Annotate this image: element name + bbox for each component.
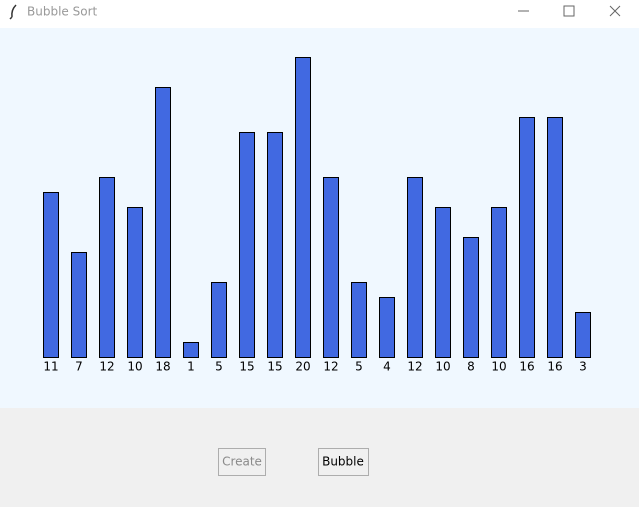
bar <box>295 57 311 358</box>
value-label: 10 <box>435 360 450 374</box>
value-label: 12 <box>407 360 422 374</box>
bubble-button[interactable]: Bubble <box>318 448 369 476</box>
button-label: Bubble <box>322 455 364 469</box>
value-label: 1 <box>187 360 195 374</box>
bar <box>239 132 255 358</box>
bar <box>463 237 479 358</box>
bar <box>43 192 59 358</box>
bar <box>435 207 451 358</box>
bar <box>211 282 227 358</box>
title-bar <box>0 0 639 28</box>
bar <box>351 282 367 358</box>
close-button[interactable] <box>609 5 621 17</box>
value-label: 4 <box>383 360 391 374</box>
value-label: 7 <box>75 360 83 374</box>
button-label: Create <box>222 455 262 469</box>
app-icon <box>9 4 17 20</box>
bar <box>267 132 283 358</box>
value-label: 20 <box>295 360 310 374</box>
bar <box>379 297 395 358</box>
value-label: 16 <box>519 360 534 374</box>
chart: 11 7 12 10 18 1 5 15 15 20 12 5 4 12 10 8 10 16 16 3 <box>43 57 591 374</box>
bar <box>519 117 535 358</box>
maximize-button[interactable] <box>563 5 575 17</box>
bar <box>323 177 339 358</box>
bar <box>547 117 563 358</box>
bar <box>491 207 507 358</box>
bar <box>183 342 199 358</box>
bar <box>575 312 591 358</box>
button-frame <box>318 448 369 476</box>
value-label: 15 <box>267 360 282 374</box>
value-label: 3 <box>579 360 587 374</box>
value-label: 11 <box>43 360 58 374</box>
value-label: 5 <box>215 360 223 374</box>
window-title: Bubble Sort <box>27 5 97 19</box>
value-label: 16 <box>547 360 562 374</box>
bar <box>71 252 87 358</box>
bar <box>127 207 143 358</box>
value-label: 10 <box>491 360 506 374</box>
create-button[interactable]: Create <box>218 448 266 476</box>
value-label: 10 <box>127 360 142 374</box>
bar <box>155 87 171 358</box>
value-label: 5 <box>355 360 363 374</box>
chart-canvas <box>0 28 639 408</box>
value-label: 12 <box>99 360 114 374</box>
bar <box>407 177 423 358</box>
value-label: 15 <box>239 360 254 374</box>
value-label: 12 <box>323 360 338 374</box>
button-frame <box>218 448 266 476</box>
bar <box>99 177 115 358</box>
value-label: 18 <box>155 360 170 374</box>
value-label: 8 <box>467 360 475 374</box>
